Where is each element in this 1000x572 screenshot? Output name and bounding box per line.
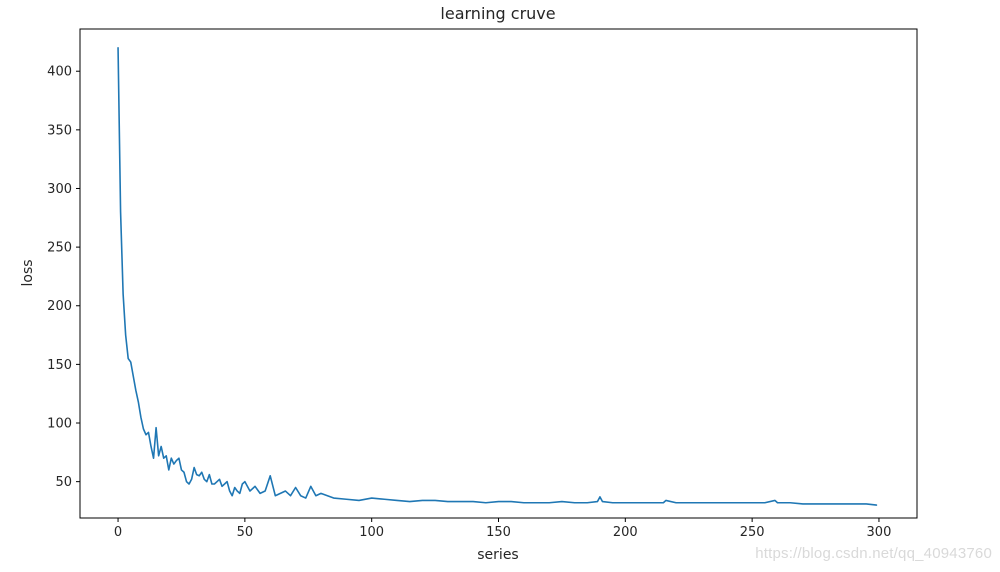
x-axis-title: series [477, 547, 518, 563]
y-tick-label: 350 [47, 123, 72, 138]
x-axis: 0 50 100 150 200 250 300 [114, 518, 891, 540]
plot-area-frame [79, 28, 918, 519]
y-tick-label: 400 [47, 65, 72, 80]
y-tick-label: 100 [47, 417, 72, 432]
y-axis-title: loss [20, 259, 36, 286]
series-layer [117, 46, 878, 506]
y-tick-label: 150 [47, 358, 72, 373]
y-tick-label: 50 [55, 475, 72, 490]
x-tick-label: 100 [359, 525, 384, 540]
x-tick-label: 300 [867, 525, 892, 540]
y-tick-label: 300 [47, 182, 72, 197]
series-line [117, 46, 878, 506]
x-tick-label: 200 [613, 525, 638, 540]
x-tick-label: 50 [237, 525, 254, 540]
x-tick-label: 250 [740, 525, 765, 540]
x-tick-label: 0 [114, 525, 122, 540]
watermark-text: https://blog.csdn.net/qq_40943760 [755, 545, 992, 562]
y-tick-label: 250 [47, 241, 72, 256]
y-tick-label: 200 [47, 299, 72, 314]
chart-title: learning cruve [440, 4, 555, 23]
x-tick-label: 150 [486, 525, 511, 540]
y-axis: 50 100 150 200 250 300 350 400 [47, 65, 80, 490]
